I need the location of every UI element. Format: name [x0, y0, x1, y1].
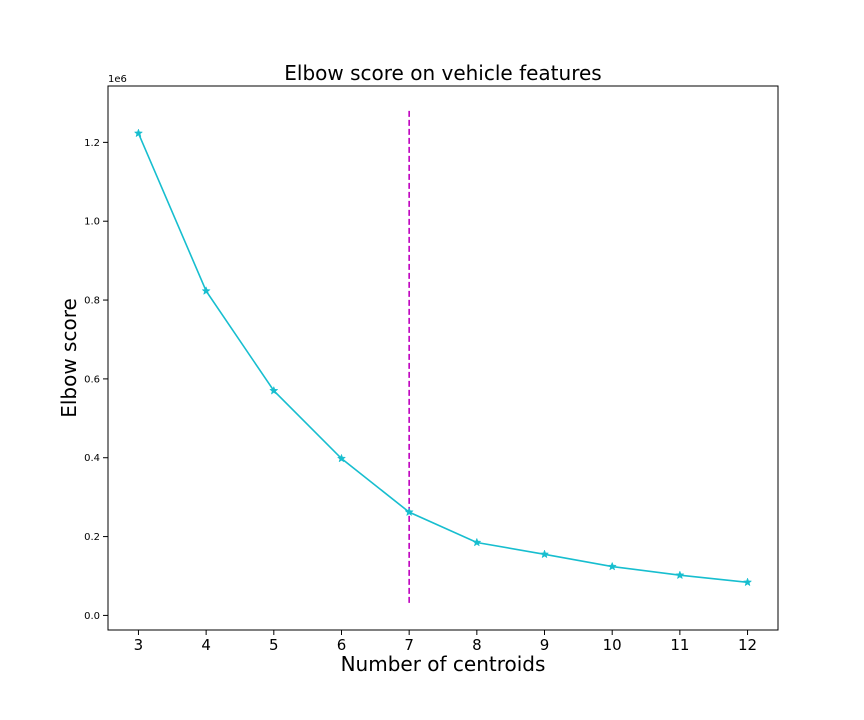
- y-tick-label: 0.2: [84, 532, 100, 543]
- x-tick-label: 9: [540, 636, 550, 654]
- x-tick-label: 6: [337, 636, 347, 654]
- y-tick-label: 1.0: [84, 217, 100, 228]
- chart-title: Elbow score on vehicle features: [284, 61, 601, 85]
- y-tick-label: 0.0: [84, 611, 100, 622]
- data-point-marker: [404, 507, 414, 517]
- y-tick-label: 0.8: [84, 296, 100, 307]
- data-point-marker: [675, 570, 685, 580]
- plot-area: 3 4 5 6 7 8 9 10 11 12 0.0 0.2 0.4 0.6 0.8 1.0 1.2: [84, 85, 779, 654]
- data-point-marker: [269, 385, 279, 395]
- data-point-marker: [472, 537, 482, 547]
- x-axis-label: Number of centroids: [341, 652, 546, 676]
- data-point-marker: [539, 549, 550, 559]
- y-axis-label: Elbow score: [57, 298, 81, 418]
- data-point-marker: [201, 286, 211, 295]
- x-tick-label: 12: [738, 636, 757, 654]
- x-tick-label: 8: [472, 636, 482, 654]
- y-axis-offset-label: 1e6: [108, 74, 127, 85]
- x-tick-label: 5: [269, 636, 279, 654]
- data-point-marker: [133, 128, 144, 138]
- x-tick-label: 11: [670, 636, 689, 654]
- series-line: [137, 132, 748, 584]
- x-tick-label: 10: [603, 636, 622, 654]
- y-tick-label: 0.4: [84, 453, 100, 464]
- data-point-marker: [742, 577, 753, 587]
- x-tick-label: 7: [404, 636, 414, 654]
- y-tick-label: 0.6: [84, 374, 100, 385]
- plot-frame: [107, 85, 779, 631]
- data-point-marker: [607, 561, 617, 571]
- x-tick-label: 4: [201, 636, 211, 654]
- x-tick-label: 3: [134, 636, 144, 654]
- y-tick-label: 1.2: [84, 138, 100, 149]
- data-point-marker: [336, 453, 347, 463]
